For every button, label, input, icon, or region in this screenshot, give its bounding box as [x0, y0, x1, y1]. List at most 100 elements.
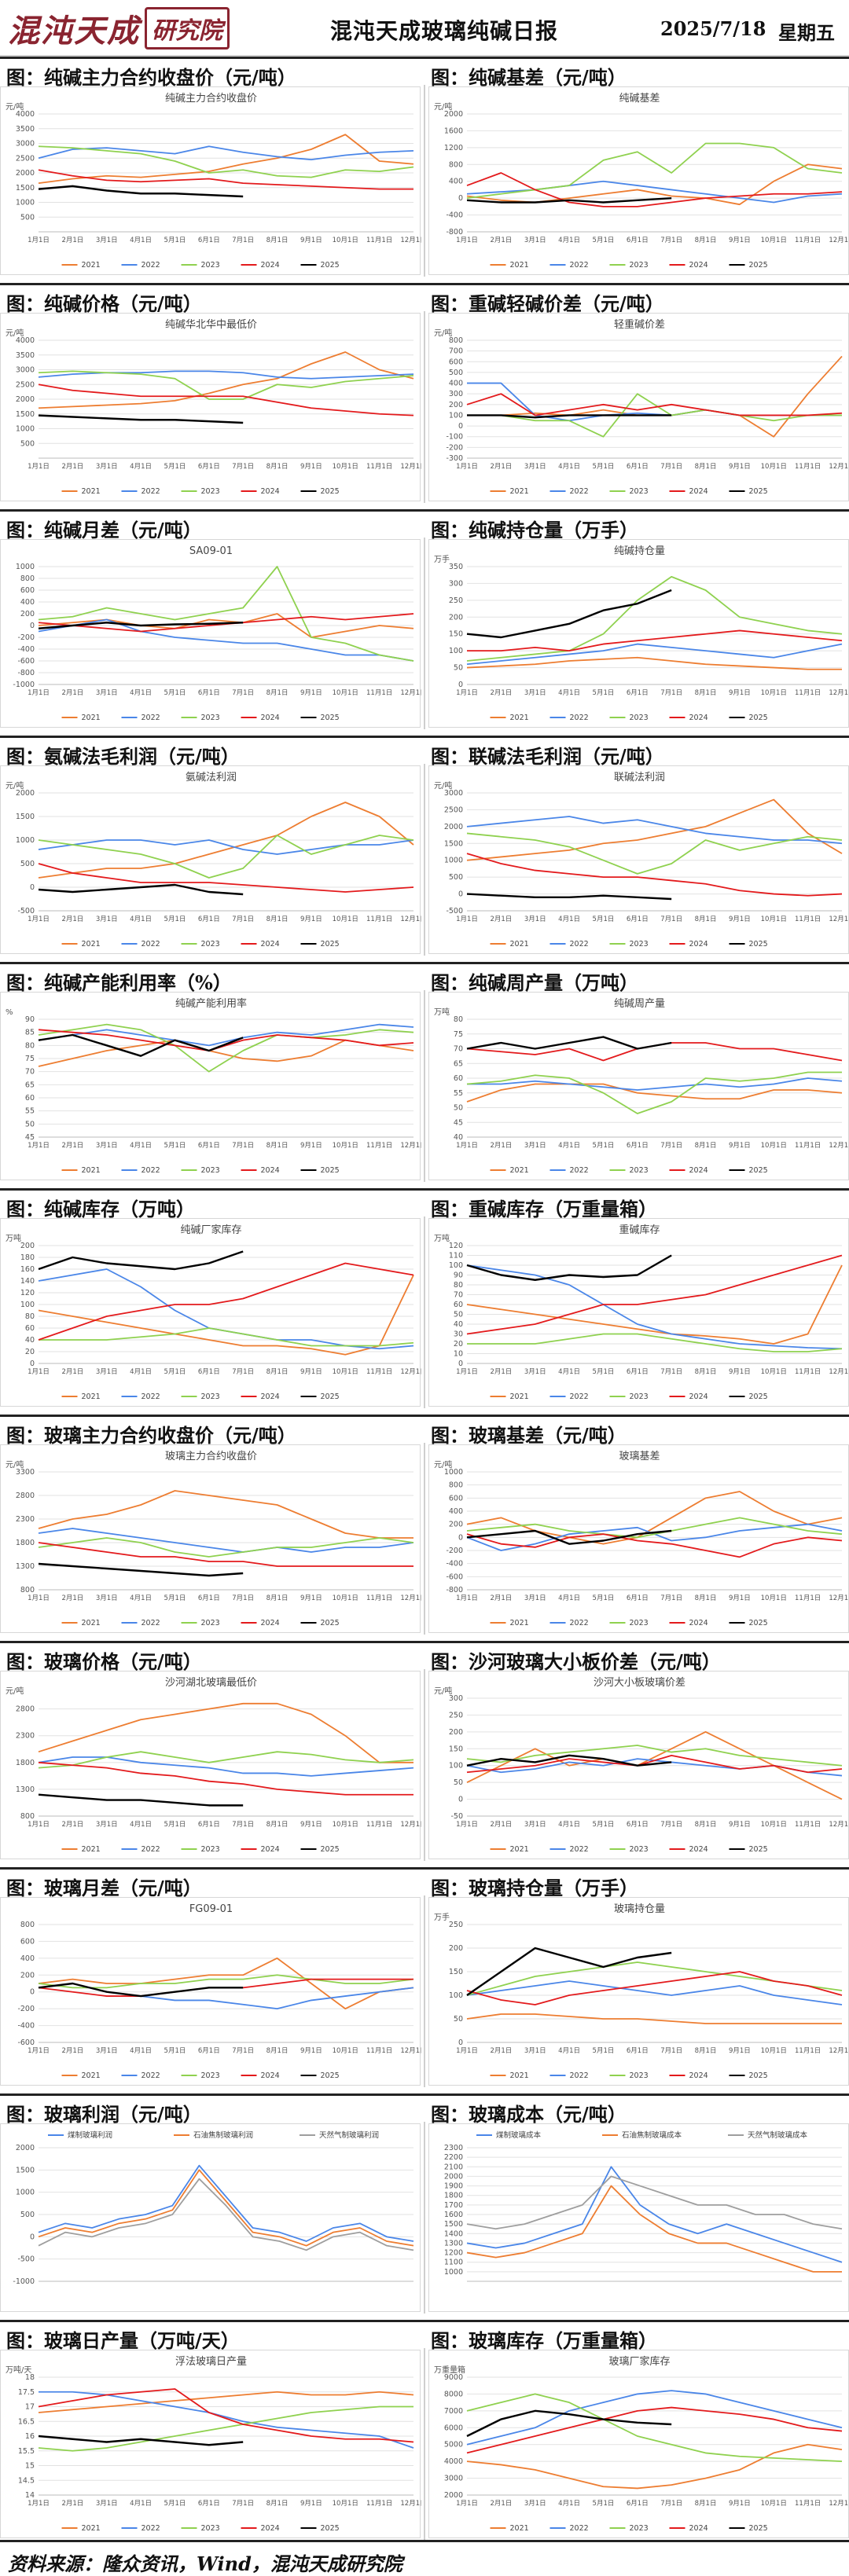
x-tick-label: 7月1日 [660, 1594, 682, 1602]
x-tick-label: 1月1日 [456, 916, 478, 923]
legend-label: 2025 [749, 1845, 768, 1854]
x-tick-label: 6月1日 [627, 1594, 649, 1602]
series-line-2024 [38, 1029, 414, 1051]
chart-title: 氨碱法利润 [186, 772, 237, 783]
chart-caption-left: 图：纯碱价格（元/吨） [6, 292, 202, 315]
legend-label: 2023 [201, 261, 220, 270]
series-line-2024 [38, 1761, 413, 1796]
legend-label: 2023 [630, 1619, 649, 1627]
row-title-bar: 图：玻璃月差（元/吨） 图：玻璃持仓量（万手） [0, 1867, 849, 1899]
x-tick-label: 10月1日 [333, 689, 358, 697]
series-line-2024 [466, 393, 843, 416]
y-tick-label: 800 [449, 1481, 463, 1490]
chart-title: 纯碱华北华中最低价 [165, 319, 257, 331]
y-tick-label: 1500 [444, 839, 463, 848]
x-tick-label: 9月1日 [300, 1594, 322, 1602]
legend-label: 2023 [630, 487, 649, 496]
chart-caption-left: 图：玻璃日产量（万吨/天） [6, 2329, 240, 2352]
y-axis-unit: 万手 [434, 1912, 450, 1922]
y-axis-unit: 元/吨 [434, 328, 452, 338]
y-tick-label: 200 [449, 1944, 463, 1953]
legend-label: 2023 [201, 1393, 220, 1401]
y-tick-label: 500 [20, 213, 35, 222]
x-tick-label: 4月1日 [130, 1821, 152, 1829]
x-tick-label: 2月1日 [61, 463, 83, 471]
y-tick-label: 16 [25, 2432, 35, 2441]
series-line-煤制玻璃成本 [466, 2166, 843, 2263]
y-tick-label: 5000 [444, 2441, 463, 2449]
chart-c13: 玻璃主力合约收盘价 元/吨 800 1300 1800 2300 2800 3300 1月1日 2… [0, 1444, 421, 1633]
legend-label: 2021 [82, 714, 101, 722]
legend-label: 2022 [142, 487, 160, 496]
x-tick-label: 3月1日 [96, 2047, 118, 2055]
x-tick-label: 1月1日 [456, 1594, 478, 1602]
chart-c22: 玻璃厂家库存 万重量箱 2000 3000 4000 5000 6000 7000 8000 90… [428, 2350, 849, 2538]
series-line-2022 [39, 2391, 414, 2449]
x-tick-label: 10月1日 [333, 1368, 358, 1376]
chart-caption-right: 图：联碱法毛利润（元/吨） [431, 745, 664, 768]
y-tick-label: 800 [20, 1586, 35, 1594]
chart-title: 玻璃基差 [619, 1451, 660, 1462]
legend-label: 2025 [321, 2524, 340, 2533]
series-line-2025 [466, 196, 672, 204]
series-line-2022 [466, 816, 843, 845]
y-tick-label: -800 [446, 228, 463, 237]
y-tick-label: 400 [449, 178, 463, 186]
x-tick-label: 10月1日 [761, 1142, 787, 1150]
x-tick-label: 4月1日 [130, 1142, 152, 1150]
y-tick-label: 700 [449, 347, 463, 356]
y-axis-unit: 元/吨 [434, 1459, 452, 1470]
x-tick-label: 4月1日 [130, 1368, 152, 1376]
chart-svg: 1000110012001300140015001600170018001900… [444, 2130, 843, 2282]
y-axis-unit: 万吨 [434, 1007, 450, 1017]
x-tick-label: 11月1日 [366, 2047, 392, 2055]
x-tick-label: 1月1日 [456, 1142, 478, 1150]
y-tick-label: 50 [454, 1104, 463, 1113]
y-tick-label: -600 [17, 2038, 35, 2047]
x-tick-label: 3月1日 [524, 2047, 546, 2055]
series-line-2021 [38, 1490, 413, 1539]
x-tick-label: 12月1日 [829, 1594, 849, 1602]
x-tick-label: 4月1日 [130, 2500, 152, 2508]
x-tick-label: 7月1日 [232, 1821, 254, 1829]
chart-title: 玻璃主力合约收盘价 [165, 1450, 257, 1462]
series-line-2023 [466, 832, 843, 875]
legend-label: 煤制玻璃成本 [496, 2130, 542, 2140]
y-tick-label: 70 [454, 1291, 463, 1300]
series-line-2024 [38, 169, 413, 190]
series-line-2023 [38, 566, 414, 662]
x-tick-label: 9月1日 [729, 1368, 751, 1376]
series-line-2024 [466, 1754, 843, 1774]
y-tick-label: -400 [17, 2022, 35, 2031]
x-tick-label: 9月1日 [729, 916, 751, 923]
x-tick-label: 11月1日 [366, 2500, 392, 2508]
legend-label: 2025 [321, 487, 340, 496]
legend-label: 2021 [82, 487, 101, 496]
series-line-2025 [467, 414, 672, 419]
x-tick-label: 10月1日 [333, 2500, 358, 2508]
chart-c10: 纯碱周产量 万吨 40 45 50 55 60 65 70 75 80 1月1日 2月1日 3月1日 4月1… [428, 992, 849, 1180]
column-divider [424, 1443, 425, 1635]
x-tick-label: 3月1日 [524, 689, 546, 697]
x-tick-label: 11月1日 [366, 463, 392, 471]
legend-label: 2024 [689, 1166, 708, 1175]
y-tick-label: 500 [20, 860, 35, 868]
series-line-天然气制玻璃成本 [466, 2175, 843, 2230]
y-axis-unit: 元/吨 [6, 780, 24, 791]
y-axis-unit: 元/吨 [6, 101, 24, 112]
y-tick-label: 140 [20, 1277, 35, 1286]
x-tick-label: 10月1日 [761, 1821, 787, 1829]
y-tick-label: 2300 [444, 2144, 463, 2152]
x-tick-label: 4月1日 [130, 916, 152, 923]
x-tick-label: 1月1日 [28, 1368, 50, 1376]
legend-label: 2024 [689, 1619, 708, 1627]
y-tick-label: -500 [17, 907, 35, 916]
y-tick-label: 300 [449, 579, 463, 588]
y-tick-label: 70 [454, 1045, 463, 1054]
y-tick-label: 500 [20, 439, 35, 448]
column-divider [424, 764, 425, 956]
